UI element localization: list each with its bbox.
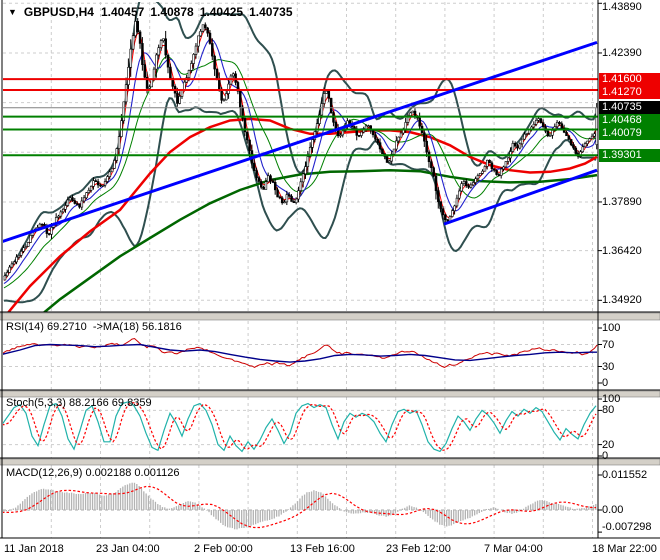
chart-title: ▼ GBPUSD,H4 1.40457 1.40878 1.40425 1.40…	[8, 5, 293, 19]
time-axis-label: 23 Feb 12:00	[386, 543, 451, 555]
price-axis-label: 1.43890	[602, 1, 642, 13]
price-axis-label: 1.42390	[602, 46, 642, 59]
time-axis-label: 7 Mar 04:00	[484, 543, 543, 555]
rsi-scale-label: 0	[602, 377, 609, 389]
stochastic-plot	[3, 401, 597, 453]
level-lines[interactable]	[3, 78, 598, 157]
time-axis-label: 11 Jan 2018	[4, 543, 64, 555]
time-axis-label: 18 Mar 22:00	[592, 543, 657, 555]
stoch-scale-label: 0	[602, 450, 609, 462]
rsi-scale-label: 70	[602, 338, 615, 351]
symbol-timeframe-label: GBPUSD,H4	[23, 5, 94, 19]
stoch-scale-label: 20	[602, 438, 615, 451]
stoch-scale-label: 100	[602, 393, 621, 405]
time-axis-label: 2 Feb 00:00	[194, 543, 253, 555]
bollinger-bands	[3, 2, 597, 304]
candlestick-series	[3, 15, 598, 281]
symbol-dropdown-icon[interactable]: ▼	[8, 7, 17, 17]
trend-lines[interactable]	[0, 40, 598, 243]
ohlc-high: 1.40878	[150, 5, 194, 19]
price-axis-label: 1.36420	[602, 244, 642, 257]
time-axis-label: 13 Feb 16:00	[290, 543, 355, 555]
price-axis[interactable]: 1.43890 1.42390 1.37890 1.36420 1.34920 1.416…	[598, 0, 660, 538]
macd-scale-label: 0.00	[602, 504, 624, 516]
macd-scale-label: 0.011552	[602, 469, 648, 481]
ohlc-low: 1.40425	[199, 5, 244, 19]
macd-scale-label: -0.007298	[602, 521, 652, 533]
stoch-indicator-label: Stoch(5,3,3) 88.2166 69.8359	[6, 397, 152, 409]
macd-indicator-label: MACD(12,26,9) 0.002188 0.001126	[6, 467, 180, 479]
price-badge-current-price: 1.40735	[599, 101, 660, 114]
price-badge-resistance: 1.41600	[599, 72, 660, 86]
price-badge-resistance: 1.41270	[599, 85, 660, 99]
rsi-scale-label: 30	[602, 360, 615, 373]
rsi-indicator-label: RSI(14) 69.2710 ->MA(18) 56.1816	[6, 321, 182, 333]
ohlc-open: 1.40457	[100, 5, 145, 19]
axis-tick-marks	[598, 2, 602, 533]
slow-moving-averages	[7, 117, 598, 312]
panel-borders	[0, 0, 660, 539]
grid-lines	[3, 2, 598, 538]
price-badge-support: 1.39301	[599, 148, 660, 162]
stoch-scale-label: 80	[602, 404, 615, 417]
rsi-plot	[3, 337, 598, 368]
panel-separators[interactable]	[0, 312, 660, 466]
macd-plot	[3, 482, 597, 530]
price-axis-label: 1.34920	[602, 294, 642, 307]
price-badge-support: 1.40079	[599, 127, 660, 140]
rsi-scale-label: 100	[602, 322, 621, 334]
price-axis-label: 1.37890	[602, 195, 642, 208]
ohlc-close: 1.40735	[249, 5, 293, 19]
time-axis[interactable]: 11 Jan 2018 23 Jan 04:00 2 Feb 00:00 13 Feb…	[0, 539, 660, 560]
price-badge-support: 1.40468	[599, 114, 660, 127]
time-axis-label: 23 Jan 04:00	[96, 543, 160, 555]
